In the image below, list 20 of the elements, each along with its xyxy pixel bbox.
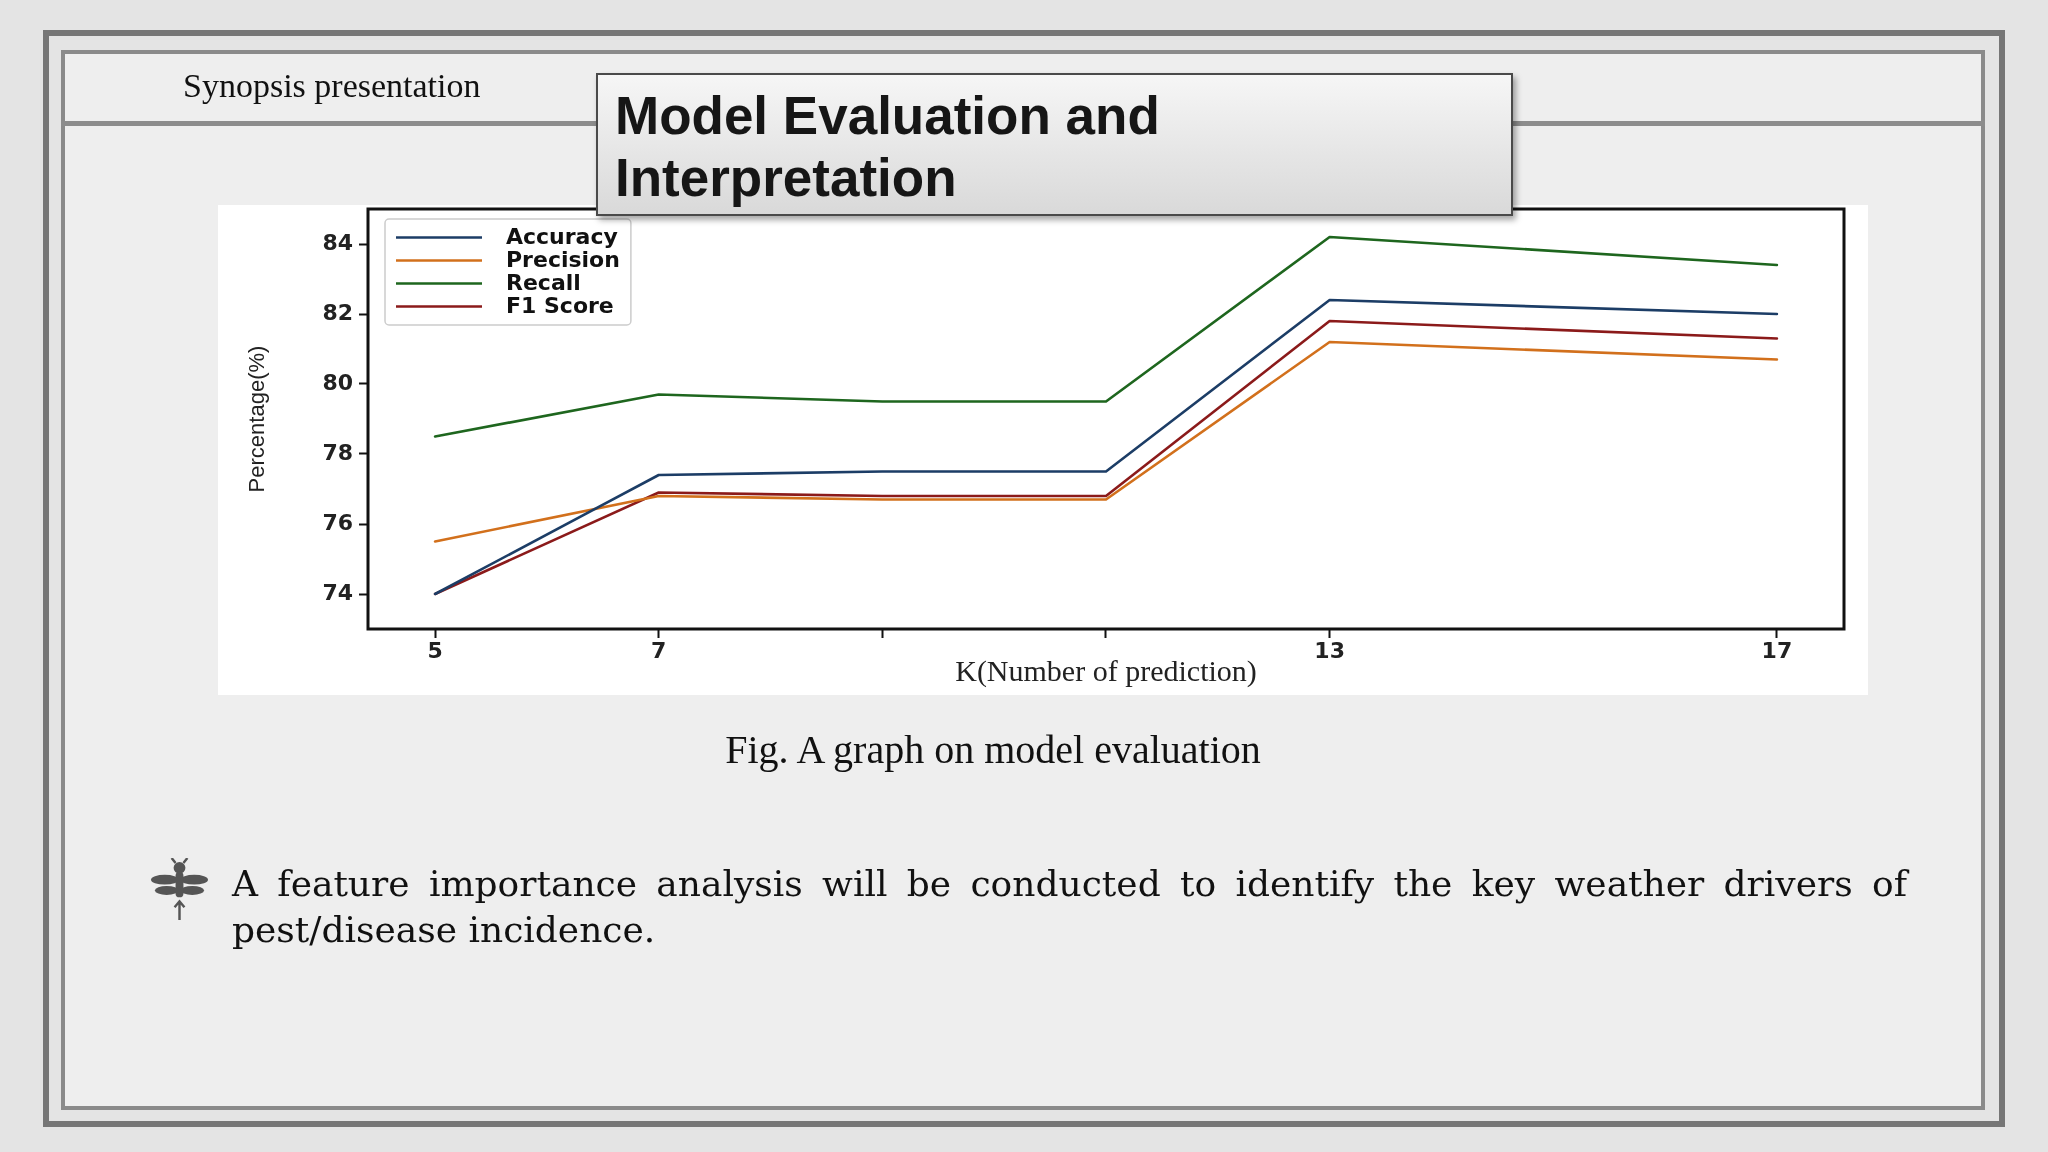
y-axis-title: Percentage(%): [244, 345, 270, 493]
x-tick-label: 13: [1314, 637, 1345, 663]
y-tick-label: 76: [322, 509, 353, 535]
y-tick-label: 82: [322, 299, 353, 325]
x-tick-label: 17: [1761, 637, 1793, 663]
legend-label: Recall: [506, 270, 581, 296]
x-tick-label: 5: [427, 637, 443, 663]
legend-label: Precision: [506, 247, 620, 273]
y-tick-label: 80: [322, 369, 353, 395]
legend-label: F1 Score: [506, 293, 614, 319]
legend-label: Accuracy: [506, 224, 618, 250]
chart-title: Model Evaluation and Interpretation: [615, 85, 1161, 209]
title-panel: Model Evaluation and Interpretation: [596, 73, 1513, 216]
y-tick-label: 78: [322, 439, 353, 465]
text: Fig. A graph on model evaluation: [724, 726, 1262, 774]
text: Synopsis presentation: [183, 66, 481, 106]
x-tick-label: 7: [651, 637, 667, 663]
y-tick-label: 84: [322, 229, 353, 255]
y-tick-label: 74: [322, 579, 353, 605]
x-axis-title: K(Number of prediction): [955, 653, 1257, 688]
